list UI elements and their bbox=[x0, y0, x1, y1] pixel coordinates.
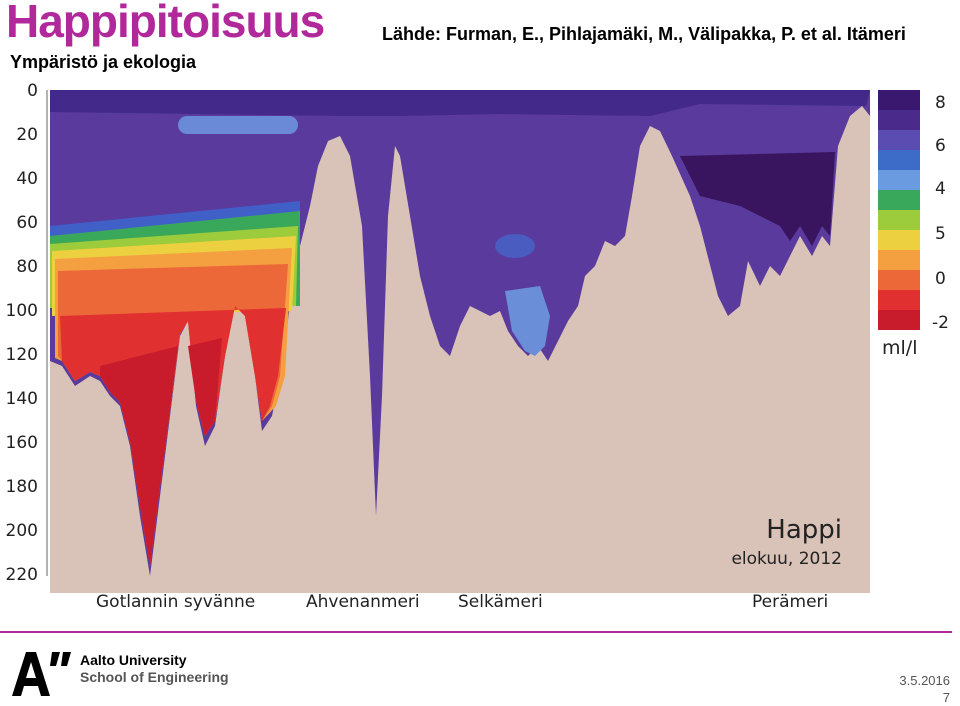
depth-axis: 0 20 40 60 80 100 120 140 160 180 200 22… bbox=[6, 81, 48, 585]
depth-label: 140 bbox=[6, 389, 38, 409]
depth-label: 80 bbox=[16, 257, 38, 277]
legend-swatch bbox=[878, 250, 920, 270]
university-name: Aalto University bbox=[80, 652, 187, 668]
depth-label: 20 bbox=[16, 125, 38, 145]
legend-label: -2 bbox=[932, 313, 949, 333]
legend-swatch bbox=[878, 150, 920, 170]
region-label: Ahvenanmeri bbox=[306, 592, 420, 612]
region-label: Perämeri bbox=[752, 592, 828, 612]
legend-label: 5 bbox=[935, 224, 946, 244]
oxygen-section-diagram: 0 20 40 60 80 100 120 140 160 180 200 22… bbox=[0, 76, 960, 621]
depth-label: 180 bbox=[6, 477, 38, 497]
legend-swatch bbox=[878, 90, 920, 110]
legend-swatch bbox=[878, 310, 920, 330]
legend-swatch bbox=[878, 110, 920, 130]
legend-label: 4 bbox=[935, 179, 946, 199]
depth-label: 60 bbox=[16, 213, 38, 233]
depth-label: 160 bbox=[6, 433, 38, 453]
legend-swatch bbox=[878, 230, 920, 250]
slide-title: Happipitoisuus bbox=[6, 0, 325, 47]
region-label: Selkämeri bbox=[458, 592, 543, 612]
slide-subtitle: Ympäristö ja ekologia bbox=[10, 52, 197, 72]
legend-label: 0 bbox=[935, 269, 946, 289]
source-citation: Lähde: Furman, E., Pihlajamäki, M., Väli… bbox=[382, 24, 906, 44]
oxygen-figure: 0 20 40 60 80 100 120 140 160 180 200 22… bbox=[0, 76, 960, 626]
footer-divider bbox=[0, 631, 952, 633]
legend: 8 6 4 5 0 -2 ml/l bbox=[878, 90, 949, 359]
depth-label: 200 bbox=[6, 521, 38, 541]
depth-label: 0 bbox=[27, 81, 38, 101]
legend-swatch bbox=[878, 270, 920, 290]
slide-date: 3.5.2016 bbox=[899, 673, 950, 688]
depth-label: 40 bbox=[16, 169, 38, 189]
caption-date: elokuu, 2012 bbox=[731, 549, 842, 569]
aalto-logo-icon bbox=[12, 652, 71, 696]
legend-swatch bbox=[878, 170, 920, 190]
page-number: 7 bbox=[942, 690, 950, 705]
legend-swatch bbox=[878, 290, 920, 310]
legend-unit: ml/l bbox=[882, 337, 917, 359]
school-name: School of Engineering bbox=[80, 669, 229, 685]
legend-swatch bbox=[878, 130, 920, 150]
depth-label: 120 bbox=[6, 345, 38, 365]
legend-label: 8 bbox=[935, 93, 946, 113]
caption-title: Happi bbox=[766, 515, 842, 545]
depth-label: 220 bbox=[6, 565, 38, 585]
region-label: Gotlannin syvänne bbox=[96, 592, 255, 612]
depth-label: 100 bbox=[6, 301, 38, 321]
legend-swatch bbox=[878, 190, 920, 210]
legend-label: 6 bbox=[935, 136, 946, 156]
legend-swatch bbox=[878, 210, 920, 230]
